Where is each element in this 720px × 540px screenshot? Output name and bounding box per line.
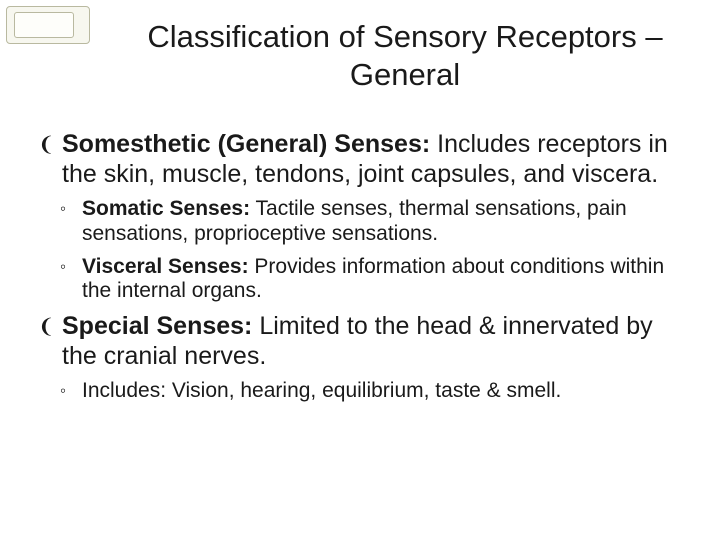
bullet-marker-l1-icon: ❨ [38,134,55,158]
bullet-text: Visceral Senses: Provides information ab… [82,255,664,303]
slide: Classification of Sensory Receptors – Ge… [0,0,720,540]
bullet-marker-l1-icon: ❨ [38,316,55,340]
bullet-block: ❨ Special Senses: Limited to the head & … [38,312,680,404]
bullet-text: Special Senses: Limited to the head & in… [62,312,653,370]
bullet-lead: Visceral Senses: [82,255,249,278]
bullet-marker-l2-icon: ◦ [60,199,66,219]
bullet-block: ❨ Somesthetic (General) Senses: Includes… [38,130,680,304]
corner-inner-rect [14,12,74,38]
slide-title: Classification of Sensory Receptors – Ge… [120,18,690,94]
bullet-level2: ◦ Includes: Vision, hearing, equilibrium… [38,379,680,404]
bullet-marker-l2-icon: ◦ [60,257,66,277]
bullet-text: Somatic Senses: Tactile senses, thermal … [82,197,627,245]
bullet-text: Includes: Vision, hearing, equilibrium, … [82,379,561,402]
bullet-level1: ❨ Somesthetic (General) Senses: Includes… [38,130,680,189]
slide-body: ❨ Somesthetic (General) Senses: Includes… [38,130,680,412]
bullet-rest: Includes: Vision, hearing, equilibrium, … [82,379,561,402]
bullet-level2: ◦ Somatic Senses: Tactile senses, therma… [38,197,680,247]
bullet-lead: Somatic Senses: [82,197,250,220]
bullet-lead: Special Senses: [62,312,252,340]
bullet-level2: ◦ Visceral Senses: Provides information … [38,255,680,305]
bullet-text: Somesthetic (General) Senses: Includes r… [62,130,668,188]
bullet-marker-l2-icon: ◦ [60,381,66,401]
bullet-level1: ❨ Special Senses: Limited to the head & … [38,312,680,371]
bullet-lead: Somesthetic (General) Senses: [62,130,430,158]
corner-decoration [6,6,88,42]
